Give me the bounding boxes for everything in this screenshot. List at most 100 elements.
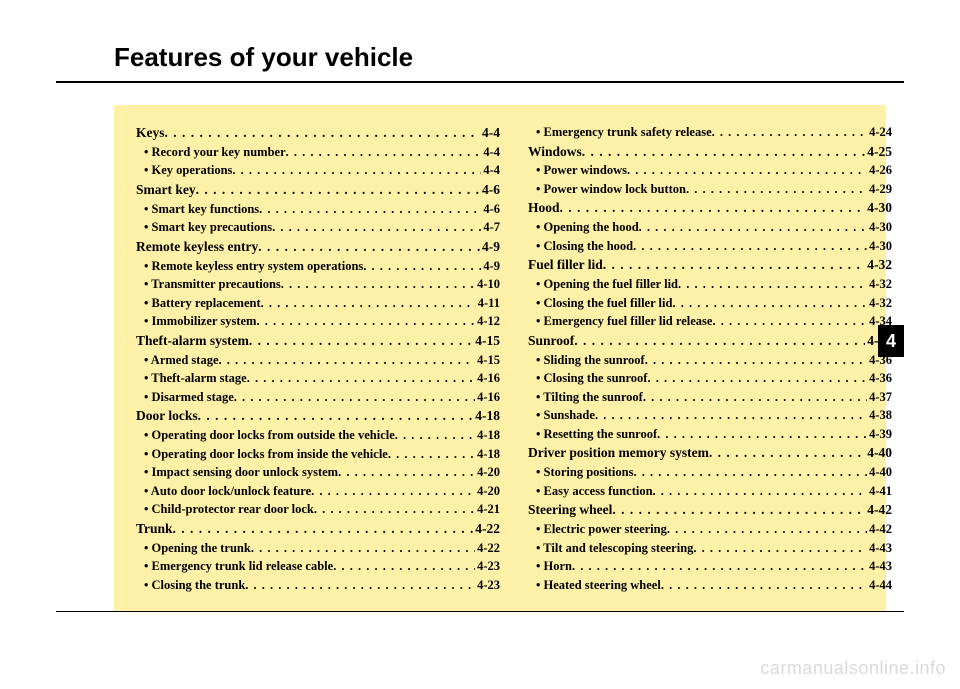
toc-leader-dots [603, 255, 866, 275]
toc-label: Theft-alarm system [136, 331, 249, 351]
toc-label: • Storing positions [536, 463, 633, 482]
toc-entry: • Heated steering wheel 4-44 [528, 576, 892, 595]
toc-leader-dots [173, 519, 474, 539]
toc-label: • Transmitter precautions [144, 275, 281, 294]
toc-leader-dots [633, 463, 867, 482]
toc-label: • Key operations [144, 161, 232, 180]
toc-label: • Operating door locks from outside the … [144, 426, 395, 445]
toc-leader-dots [639, 218, 867, 237]
toc-entry: • Horn 4-43 [528, 557, 892, 576]
toc-leader-dots [198, 406, 474, 426]
toc-entry: • Transmitter precautions 4-10 [136, 275, 500, 294]
toc-page: 4-9 [480, 237, 500, 257]
toc-leader-dots [338, 463, 475, 482]
toc-entry: • Theft-alarm stage 4-16 [136, 369, 500, 388]
toc-page: 4-10 [475, 275, 500, 294]
toc-entry: Driver position memory system 4-40 [528, 443, 892, 463]
toc-leader-dots [272, 218, 481, 237]
toc-page: 4-23 [475, 576, 500, 595]
toc-leader-dots [712, 123, 867, 142]
toc-entry: • Tilting the sunroof 4-37 [528, 388, 892, 407]
toc-entry: Theft-alarm system 4-15 [136, 331, 500, 351]
toc-label: • Horn [536, 557, 572, 576]
toc-entry: • Closing the sunroof 4-36 [528, 369, 892, 388]
toc-label: Fuel filler lid [528, 255, 603, 275]
toc-label: Hood [528, 198, 560, 218]
toc-entry: • Emergency trunk safety release 4-24 [528, 123, 892, 142]
toc-leader-dots [234, 388, 475, 407]
toc-page: 4-22 [473, 519, 500, 539]
toc-label: • Sliding the sunroof [536, 351, 645, 370]
toc-page: 4-38 [867, 406, 892, 425]
title-rule [56, 81, 904, 83]
toc-page: 4-36 [867, 369, 892, 388]
toc-label: • Child-protector rear door lock [144, 500, 314, 519]
toc-leader-dots [258, 237, 480, 257]
toc-entry: • Sliding the sunroof 4-36 [528, 351, 892, 370]
toc-leader-dots [395, 426, 475, 445]
toc-page: 4-18 [473, 406, 500, 426]
toc-label: • Tilt and telescoping steering [536, 539, 693, 558]
toc-leader-dots [653, 482, 868, 501]
toc-page: 4-39 [867, 425, 892, 444]
toc-page: 4-40 [865, 443, 892, 463]
toc-page: 4-30 [867, 218, 892, 237]
toc-page: 4-15 [475, 351, 500, 370]
toc-page: 4-41 [867, 482, 892, 501]
toc-leader-dots [245, 576, 475, 595]
toc-page: 4-42 [867, 520, 892, 539]
toc-leader-dots [647, 369, 867, 388]
toc-entry: • Power windows 4-26 [528, 161, 892, 180]
toc-page: 4-44 [867, 576, 892, 595]
toc-label: • Power window lock button [536, 180, 686, 199]
toc-label: • Sunshade [536, 406, 595, 425]
toc-label: Driver position memory system [528, 443, 709, 463]
toc-label: • Easy access function [536, 482, 653, 501]
toc-leader-dots [256, 312, 475, 331]
toc-leader-dots [311, 482, 475, 501]
toc-page: 4-24 [867, 123, 892, 142]
toc-entry: • Storing positions 4-40 [528, 463, 892, 482]
toc-box: 4 Keys 4-4• Record your key number 4-4• … [114, 105, 886, 612]
toc-label: • Closing the trunk [144, 576, 245, 595]
toc-page: 4-6 [481, 200, 500, 219]
toc-label: • Immobilizer system [144, 312, 256, 331]
toc-label: Smart key [136, 180, 196, 200]
toc-label: • Opening the hood [536, 218, 639, 237]
toc-page: 4-4 [481, 161, 500, 180]
toc-page: 4-32 [865, 255, 892, 275]
toc-leader-dots [633, 237, 867, 256]
toc-page: 4-40 [867, 463, 892, 482]
toc-entry: Fuel filler lid 4-32 [528, 255, 892, 275]
toc-leader-dots [261, 294, 476, 313]
toc-page: 4-20 [475, 482, 500, 501]
toc-page: 4-16 [475, 369, 500, 388]
toc-leader-dots [232, 161, 481, 180]
watermark-text: carmanualsonline.info [760, 658, 946, 679]
toc-entry: • Child-protector rear door lock 4-21 [136, 500, 500, 519]
toc-entry: • Opening the fuel filler lid 4-32 [528, 275, 892, 294]
toc-page: 4-18 [475, 426, 500, 445]
toc-entry: Trunk 4-22 [136, 519, 500, 539]
toc-label: • Smart key functions [144, 200, 259, 219]
toc-leader-dots [259, 200, 481, 219]
toc-page: 4-32 [867, 275, 892, 294]
toc-label: Windows [528, 142, 582, 162]
toc-page: 4-30 [865, 198, 892, 218]
toc-leader-dots [612, 500, 865, 520]
toc-entry: Steering wheel 4-42 [528, 500, 892, 520]
section-tab: 4 [878, 325, 904, 357]
toc-entry: • Battery replacement 4-11 [136, 294, 500, 313]
toc-leader-dots [661, 576, 867, 595]
toc-entry: Hood 4-30 [528, 198, 892, 218]
toc-leader-dots [560, 198, 866, 218]
toc-label: • Tilting the sunroof [536, 388, 643, 407]
toc-label: • Closing the sunroof [536, 369, 647, 388]
toc-entry: Remote keyless entry 4-9 [136, 237, 500, 257]
toc-leader-dots [196, 180, 480, 200]
toc-label: • Emergency fuel filler lid release [536, 312, 712, 331]
toc-page: 4-9 [481, 257, 500, 276]
toc-entry: • Opening the trunk 4-22 [136, 539, 500, 558]
toc-entry: • Record your key number 4-4 [136, 143, 500, 162]
toc-page: 4-11 [476, 294, 500, 313]
